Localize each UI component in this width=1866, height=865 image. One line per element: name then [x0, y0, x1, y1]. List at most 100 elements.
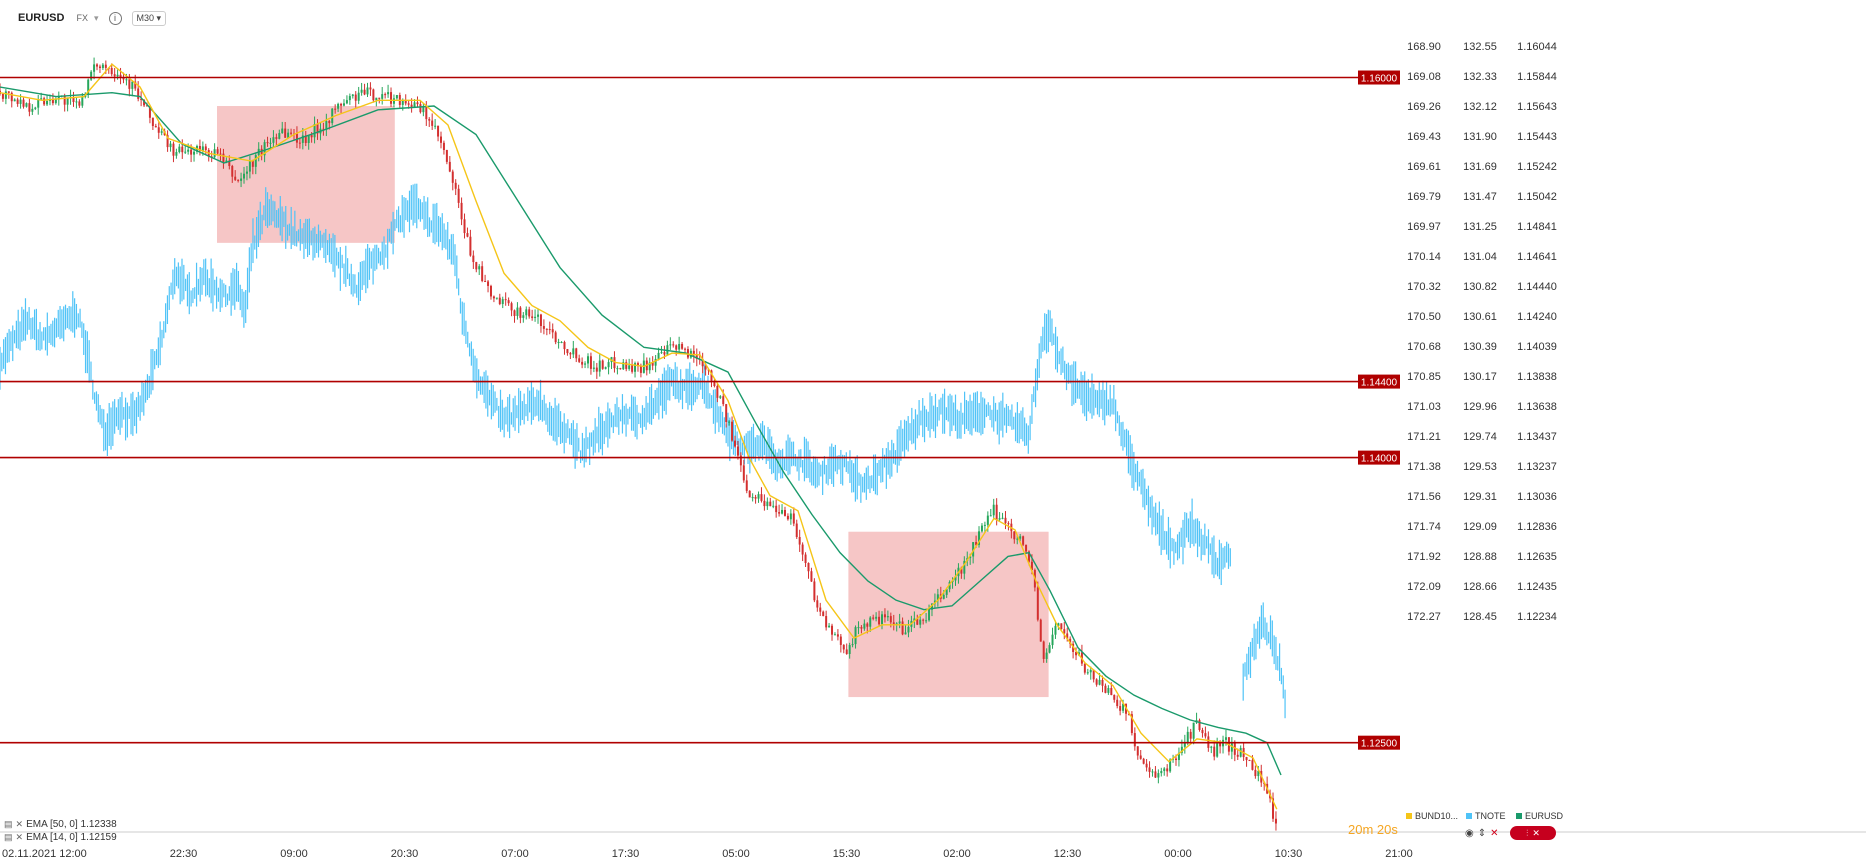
move-icon[interactable]: ⇕ — [1477, 828, 1487, 839]
candle-body — [554, 332, 557, 343]
candle-body — [863, 623, 866, 629]
candle-body — [143, 99, 146, 106]
candle-body — [1133, 733, 1136, 747]
candle-body — [839, 636, 842, 645]
candle-body — [495, 297, 498, 299]
candle-body — [801, 544, 804, 555]
candle-body — [1066, 633, 1069, 639]
candle-body — [51, 99, 54, 104]
legend-eurusd[interactable]: EURUSD — [1516, 811, 1563, 821]
candle-body — [1219, 742, 1222, 747]
candle-body — [851, 644, 854, 646]
level-tag-0 — [1358, 70, 1400, 85]
candle-body — [833, 634, 836, 636]
candle-body — [1069, 638, 1072, 644]
candle-body — [1127, 713, 1130, 715]
candle-body — [251, 160, 254, 167]
info-icon[interactable]: i — [108, 11, 122, 25]
candle-body — [898, 621, 901, 624]
close-icon[interactable]: ✕ — [15, 819, 24, 829]
x-axis-tick-label: 07:00 — [501, 848, 529, 860]
candle-body — [848, 645, 851, 654]
venue-dropdown-icon[interactable]: ▾ — [93, 12, 99, 23]
close-icon[interactable]: ✕ — [1490, 828, 1499, 839]
candle-body — [489, 285, 492, 297]
axis-eurusd-label: 1.15242 — [1517, 161, 1557, 173]
close-icon[interactable]: ✕ — [15, 832, 24, 842]
candle-body — [781, 509, 784, 514]
candle-body — [995, 504, 998, 520]
axis-eurusd-label: 1.15443 — [1517, 131, 1557, 143]
candle-body — [451, 171, 454, 183]
sliders-icon: ⫶ — [1526, 827, 1529, 838]
candle-body — [736, 446, 739, 456]
candle-body — [334, 108, 337, 110]
candle-body — [980, 525, 983, 532]
candle-body — [228, 160, 231, 167]
candle-body — [922, 619, 925, 621]
candle-body — [290, 132, 293, 134]
candle-body — [151, 117, 154, 127]
candle-body — [734, 440, 736, 447]
axis-bund-label: 170.50 — [1407, 311, 1441, 323]
candle-body — [795, 523, 798, 538]
candle-body — [866, 623, 869, 627]
candle-body — [807, 563, 810, 572]
axis-tnote-label: 131.69 — [1463, 161, 1497, 173]
candle-body — [578, 358, 581, 362]
candle-body — [369, 87, 372, 90]
candle-body — [122, 78, 125, 80]
candle-body — [90, 71, 93, 80]
candle-body — [404, 100, 407, 104]
candle-body — [1248, 760, 1251, 762]
candle-body — [881, 614, 883, 625]
candle-body — [584, 363, 587, 365]
candle-body — [501, 299, 504, 305]
candle-body — [760, 494, 763, 501]
candle-body — [669, 344, 672, 346]
level-tag-3 — [1358, 735, 1400, 750]
close-icon[interactable]: ✕ — [1532, 827, 1540, 838]
timeframe-select[interactable]: M30 ▾ — [131, 10, 167, 26]
candle-body — [487, 281, 490, 286]
eye-icon[interactable]: ◉ — [1465, 828, 1474, 839]
candle-body — [172, 143, 175, 156]
candle-body — [1119, 706, 1122, 711]
eurusd-series-tag[interactable]: ⫶ ✕ — [1510, 826, 1556, 840]
candle-body — [651, 362, 654, 366]
tnote-swatch — [1466, 813, 1472, 819]
candle-body — [243, 173, 246, 179]
candle-body — [678, 343, 681, 350]
candle-body — [619, 368, 622, 370]
candle-body — [695, 355, 698, 359]
indicator-ema14[interactable]: ▤ ✕ EMA [14, 0] 1.12159 — [4, 832, 117, 843]
symbol-name[interactable]: EURUSD — [18, 12, 65, 24]
candle-body — [836, 634, 839, 637]
axis-tnote-label: 132.55 — [1463, 41, 1497, 53]
indicator-ema50[interactable]: ▤ ✕ EMA [50, 0] 1.12338 — [4, 819, 117, 830]
candle-body — [304, 135, 307, 144]
candle-body — [198, 145, 201, 151]
candle-body — [663, 352, 666, 355]
axis-tnote-label: 130.82 — [1463, 281, 1497, 293]
candle-body — [348, 96, 351, 101]
axis-eurusd-label: 1.12836 — [1517, 521, 1557, 533]
axis-tnote-label: 129.96 — [1463, 401, 1497, 413]
candle-body — [1122, 703, 1125, 711]
legend-tnote[interactable]: TNOTE — [1466, 811, 1506, 821]
tnote-series — [0, 183, 1286, 719]
candle-body — [395, 95, 398, 99]
candle-body — [754, 497, 757, 499]
candle-body — [19, 99, 22, 104]
candle-body — [572, 348, 575, 355]
candle-body — [692, 350, 695, 356]
legend-bund[interactable]: BUND10... — [1406, 811, 1458, 821]
candle-body — [57, 96, 60, 100]
candle-body — [169, 143, 172, 148]
candle-body — [1098, 679, 1101, 685]
axis-bund-label: 169.97 — [1407, 221, 1441, 233]
axis-eurusd-label: 1.16044 — [1517, 41, 1557, 53]
bund-swatch — [1406, 813, 1412, 819]
axis-eurusd-label: 1.14039 — [1517, 341, 1557, 353]
